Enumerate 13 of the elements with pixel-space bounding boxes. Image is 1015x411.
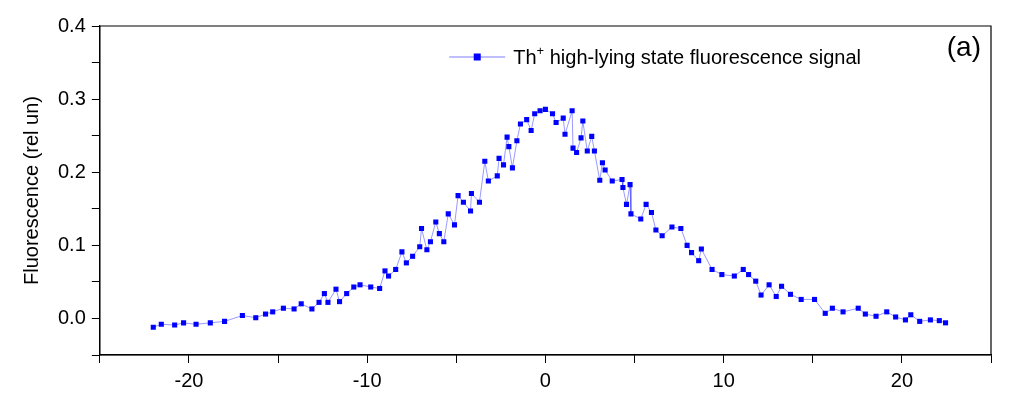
annotation: (a)	[946, 30, 981, 62]
x-tick-label: -10	[352, 368, 382, 391]
y-axis-title: Fluorescence (rel un)	[19, 96, 42, 285]
x-tick-label: -20	[174, 368, 204, 391]
y-tick-label: 0.3	[57, 86, 86, 109]
x-tick-label: 10	[712, 368, 735, 391]
y-tick-label: 0.2	[57, 159, 86, 182]
x-tick-label: 0	[539, 368, 551, 391]
y-tick-label: 0.0	[57, 305, 86, 328]
x-tick-label: 20	[890, 368, 914, 391]
legend-label: Th+ high-lying state fluorescence signal	[513, 43, 862, 68]
y-tick-label: 0.1	[57, 232, 86, 255]
y-tick-label: 0.4	[57, 13, 86, 36]
